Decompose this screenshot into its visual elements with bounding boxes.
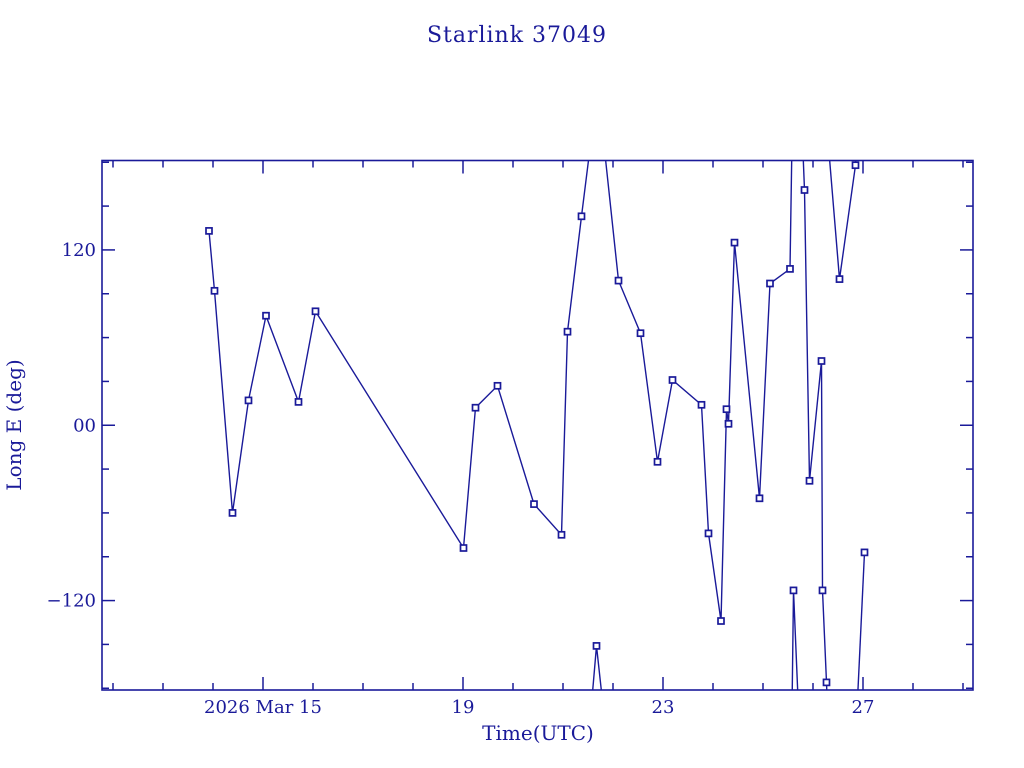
data-point-marker [459,544,468,552]
data-series [205,160,869,690]
data-point-marker [730,238,739,247]
data-point-marker [577,212,586,221]
y-tick-label: −120 [47,591,96,612]
x-tick-label: 23 [652,697,675,718]
data-point-marker [228,509,237,517]
y-axis-title: Long E (deg) [2,359,26,490]
data-point-marker [557,530,566,539]
series-line [802,160,828,690]
data-point-marker [755,494,764,503]
plot-border [101,159,974,691]
data-point-marker [614,276,623,285]
data-point-marker [294,398,303,406]
data-point-marker [800,186,809,194]
axis-tick-labels: 2026 Mar 15 19 23 27 120 00 −120 [47,240,875,718]
series-line [592,645,603,690]
data-point-marker [724,419,733,428]
y-tick-label: 00 [73,415,96,436]
x-axis-title: Time(UTC) [482,721,594,745]
data-point-marker [471,403,480,412]
series-line [604,160,793,622]
data-point-marker [817,357,826,365]
data-point-marker [311,307,320,316]
plot-frame [101,159,974,691]
data-point-marker [697,400,706,409]
data-point-marker [530,500,538,508]
data-point-marker [822,678,831,687]
data-point-marker [722,405,731,414]
data-point-marker [786,265,794,273]
data-point-marker [210,286,219,295]
data-point-marker [789,586,798,595]
data-point-marker [563,327,572,336]
data-point-marker [668,376,677,384]
data-point-marker [205,227,213,235]
data-point-marker [244,396,253,405]
data-point-marker [704,529,713,538]
data-point-marker [636,329,645,338]
series-line [828,160,857,280]
data-point-marker [653,457,662,466]
axis-ticks [102,160,973,690]
series-line [208,160,590,551]
data-point-marker [835,275,844,283]
chart-title: Starlink 37049 [427,23,607,48]
series-line [857,552,866,690]
data-point-marker [717,617,725,625]
x-tick-label: 2026 Mar 15 [204,697,322,718]
data-point-marker [805,476,814,485]
data-point-marker [818,586,827,595]
data-point-marker [860,548,869,557]
data-point-marker [851,161,860,170]
y-tick-label: 120 [62,240,96,261]
data-point-marker [592,642,601,650]
data-point-marker [766,279,774,288]
data-point-marker [262,311,270,320]
series-line [791,590,799,690]
x-tick-label: 27 [852,697,875,718]
x-tick-label: 19 [452,697,475,718]
data-point-marker [493,381,502,390]
